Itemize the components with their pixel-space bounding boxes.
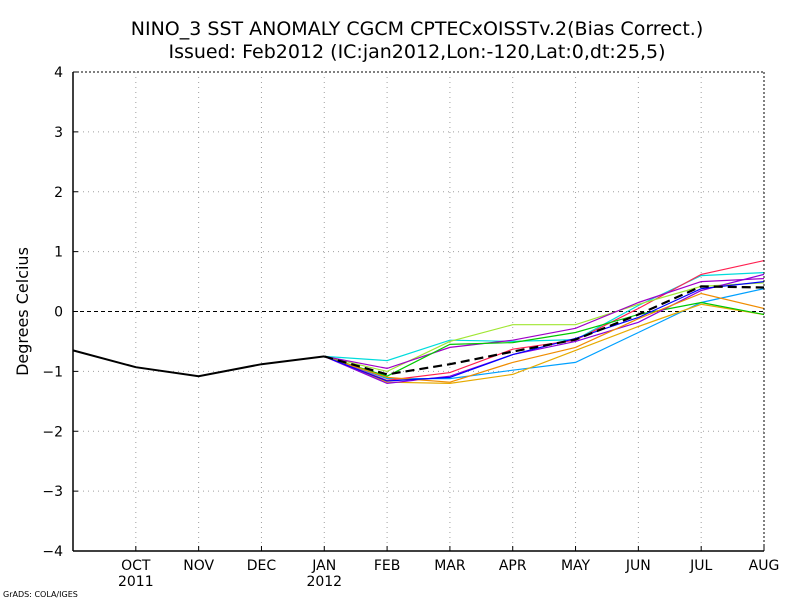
y-axis-label: Degrees Celcius (13, 247, 32, 376)
x-tick-label: MAR (434, 558, 466, 574)
series-line-member-8 (324, 273, 765, 385)
series-line-member-9 (324, 292, 765, 383)
y-tick-label: 0 (54, 305, 63, 321)
x-tick-label: MAY (561, 558, 591, 574)
y-tick-label: 2 (54, 185, 63, 201)
x-tick-label: AUG (749, 558, 780, 574)
y-tick-label: 1 (54, 245, 63, 261)
series-line-member-5 (324, 282, 765, 373)
y-tick-label: −1 (42, 364, 63, 380)
x-tick-label: JUL (689, 558, 712, 574)
x-tick-label: JAN (311, 558, 336, 574)
x-tick-label: NOV (183, 558, 214, 574)
series-line-member-7 (324, 301, 765, 377)
series-layer (72, 260, 765, 385)
x-tick-label: APR (499, 558, 527, 574)
x-tick-label: DEC (247, 558, 277, 574)
x-tick-sublabel: 2012 (306, 574, 342, 590)
credit-text: GrADS: COLA/IGES (3, 590, 78, 599)
y-tick-label: 3 (54, 125, 63, 141)
x-tick-sublabel: 2011 (118, 574, 154, 590)
grid-layer (73, 72, 764, 551)
chart-title: NINO_3 SST ANOMALY CGCM CPTECxOISSTv.2(B… (131, 18, 703, 40)
chart-subtitle: Issued: Feb2012 (IC:jan2012,Lon:-120,Lat… (168, 41, 665, 63)
series-line-member-6 (324, 278, 765, 370)
y-tick-label: −3 (42, 484, 63, 500)
observed-line (72, 349, 325, 378)
x-tick-label: FEB (374, 558, 401, 574)
ensemble-mean-line (323, 285, 765, 376)
y-tick-label: −2 (42, 424, 63, 440)
y-tick-label: 4 (54, 65, 63, 81)
y-tick-label: −4 (42, 544, 63, 560)
x-tick-label: JUN (625, 558, 651, 574)
x-tick-label: OCT (121, 558, 151, 574)
